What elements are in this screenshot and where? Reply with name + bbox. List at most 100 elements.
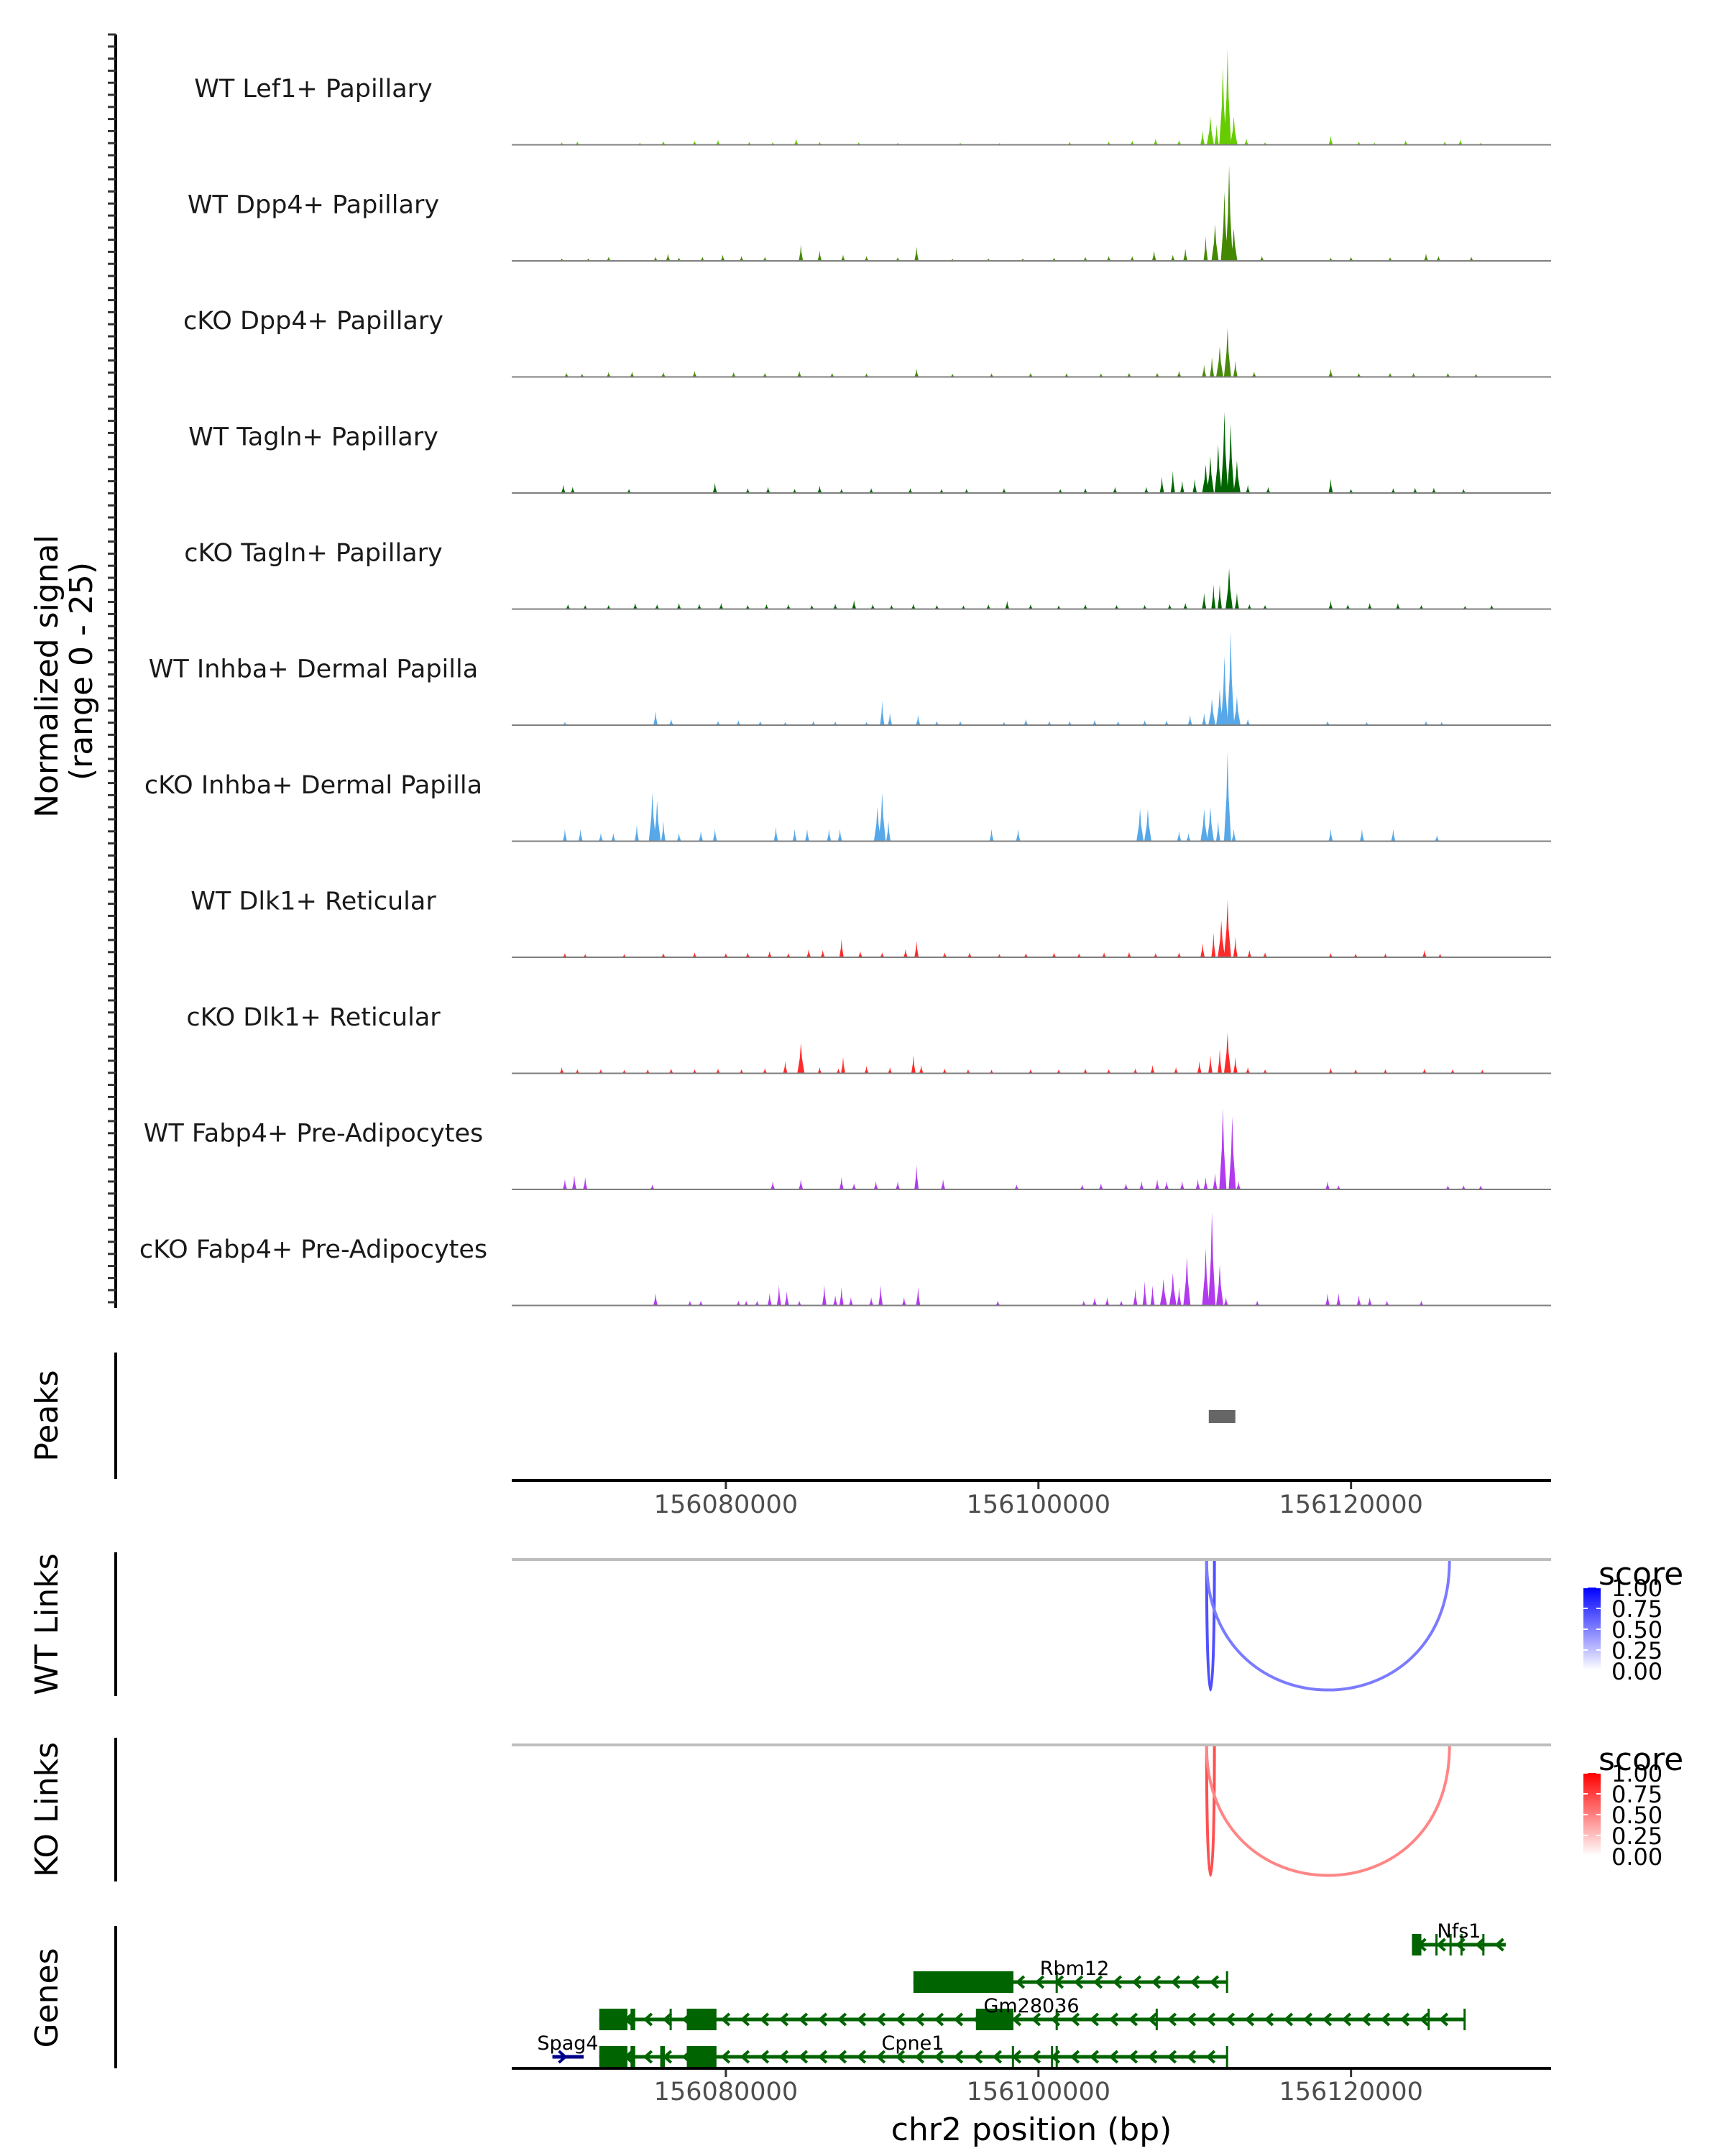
strand-left-arrow-icon [875, 2050, 886, 2064]
signal-peak [1227, 423, 1235, 493]
signal-peak [1233, 460, 1241, 493]
signal-peak [1328, 601, 1333, 609]
exon-block [599, 2046, 627, 2068]
signal-peak [1436, 256, 1441, 261]
signal-peak [1424, 721, 1429, 725]
strand-left-arrow-icon [1011, 2012, 1022, 2027]
signal-peak [1422, 949, 1427, 957]
signal-peak [661, 953, 666, 957]
signal-peak [1206, 116, 1214, 145]
signal-peak [1177, 1287, 1182, 1306]
track-label: WT Dlk1+ Reticular [190, 888, 436, 916]
signal-peak [1001, 488, 1006, 493]
signal-peak [1214, 124, 1219, 145]
signal-peak [745, 488, 750, 493]
strand-left-arrow-icon [895, 2012, 906, 2027]
signal-peak [1028, 604, 1033, 609]
signal-peak [622, 954, 627, 957]
signal-peak [1227, 631, 1235, 725]
strand-left-arrow-icon [972, 2050, 983, 2064]
signal-peak [840, 1056, 845, 1074]
signal-peak [839, 939, 844, 957]
coverage-y-ticks [108, 33, 116, 1304]
signal-peak [676, 603, 681, 609]
signal-peak [1200, 943, 1205, 957]
signal-peak [880, 701, 885, 725]
signal-peak [1233, 936, 1238, 957]
signal-peak [1218, 921, 1225, 957]
signal-peak [1123, 1183, 1128, 1189]
signal-peak [797, 371, 802, 377]
signal-peak [1106, 256, 1111, 261]
strand-left-arrow-icon [934, 2012, 944, 2027]
signal-peak [1133, 1068, 1138, 1074]
exon-mark [630, 2046, 635, 2068]
signal-peak [1106, 1069, 1111, 1074]
strand-left-arrow-icon [895, 2050, 906, 2064]
signal-peak [839, 489, 844, 493]
strand-left-arrow-icon [1128, 2012, 1138, 2027]
x-tick-label: 156080000 [654, 2078, 798, 2106]
signal-peak [562, 1179, 567, 1189]
genes-panel-title: Genes [29, 1948, 65, 2047]
signal-peak [1114, 604, 1119, 609]
coverage-track: WT Tagln+ Papillary [188, 411, 1551, 494]
signal-peak [1106, 141, 1111, 145]
signal-peak [645, 1069, 650, 1074]
ko-legend-title: score [1598, 1741, 1683, 1778]
signal-peak [901, 1297, 906, 1306]
signal-peak [1119, 1300, 1124, 1306]
signal-peak [1187, 714, 1192, 725]
signal-peak [1211, 933, 1216, 957]
signal-peak [806, 949, 811, 957]
strand-left-arrow-icon [953, 2050, 964, 2064]
signal-peak [661, 821, 666, 842]
legend-tick-label: 0.75 [1611, 1781, 1662, 1808]
track-label: WT Lef1+ Papillary [194, 75, 433, 103]
strand-left-arrow-icon [1167, 2050, 1177, 2064]
strand-left-arrow-icon [1131, 1975, 1142, 1989]
signal-peak [1016, 829, 1021, 842]
signal-peak [886, 821, 891, 842]
strand-left-arrow-icon [817, 2012, 828, 2027]
signal-peak [1348, 257, 1353, 261]
signal-peak [1116, 721, 1121, 725]
exon-mark [1011, 2046, 1014, 2068]
signal-peak [1480, 1069, 1485, 1074]
signal-peak [1202, 364, 1207, 377]
signal-peak [1208, 1212, 1216, 1306]
strand-left-arrow-icon [914, 2012, 925, 2027]
wt-links-panel-title: WT Links [29, 1553, 65, 1695]
signal-peak [776, 1285, 781, 1306]
signal-peak [1052, 952, 1057, 957]
signal-peak [1259, 256, 1264, 261]
strand-left-arrow-icon [934, 2050, 944, 2064]
strand-left-arrow-icon [1244, 2012, 1255, 2027]
signal-peak [950, 373, 955, 377]
signal-peak [799, 1179, 804, 1189]
strand-left-arrow-icon [643, 2012, 653, 2027]
signal-peak [1083, 604, 1088, 609]
strand-left-arrow-icon [1167, 2012, 1177, 2027]
exon-mark [1463, 2009, 1466, 2030]
signal-peak [1383, 953, 1388, 957]
signal-peak [1383, 1069, 1388, 1074]
ko-links-panel: KO Links score 1.000.750.500.250.00 [29, 1738, 1683, 1881]
signal-peak [786, 953, 791, 957]
strand-left-arrow-icon [1147, 2012, 1158, 2027]
signal-peak [1328, 829, 1333, 842]
strand-left-arrow-icon [1031, 2050, 1041, 2064]
signal-peak [1170, 254, 1175, 261]
signal-peak [1218, 584, 1223, 609]
signal-peak [1177, 952, 1182, 957]
link-arc [1205, 1560, 1451, 1692]
signal-peak [598, 1069, 603, 1074]
signal-peak [1388, 257, 1393, 261]
signal-peak [653, 1293, 658, 1306]
signal-peak [1458, 139, 1463, 145]
strand-left-arrow-icon [1190, 1975, 1200, 1989]
signal-peak [1223, 1032, 1231, 1074]
signal-peak [911, 604, 916, 609]
signal-peak [1202, 464, 1210, 493]
signal-peak [1150, 1285, 1155, 1306]
